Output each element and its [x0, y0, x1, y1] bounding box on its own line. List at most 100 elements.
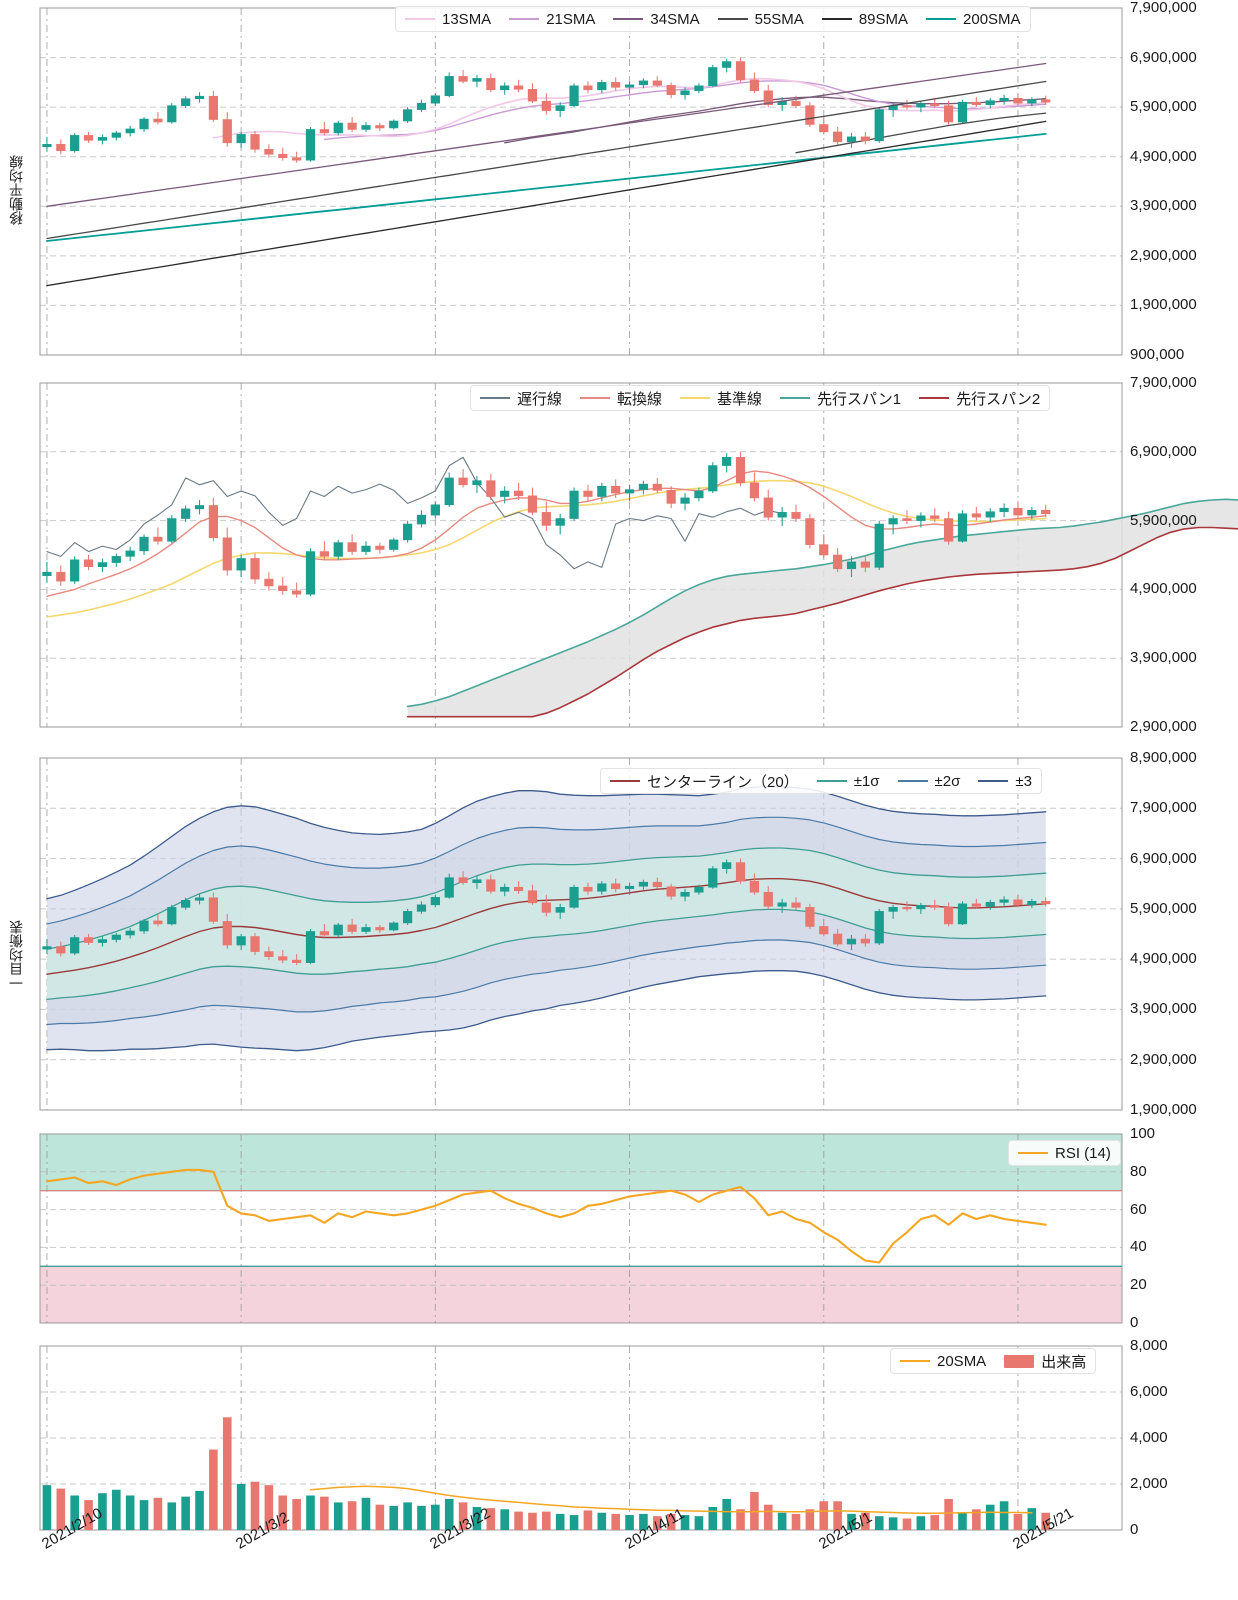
legend-item[interactable]: 34SMA: [613, 10, 700, 28]
legend-swatch-line-icon: [613, 18, 644, 20]
legend-item[interactable]: センターライン（20）: [610, 771, 799, 792]
y-tick-label: 7,900,000: [1130, 799, 1197, 817]
legend-swatch-line-icon: [926, 18, 957, 20]
legend-item[interactable]: ±1σ: [816, 772, 880, 790]
plot-rsi: [39, 1133, 1123, 1324]
y-tick-label: 8,000: [1130, 1337, 1168, 1354]
legend-item[interactable]: 遅行線: [480, 388, 562, 409]
y-tick-label: 2,900,000: [1130, 246, 1197, 264]
legend-swatch-line-icon: [821, 18, 852, 20]
legend-item-label: 先行スパン1: [817, 390, 902, 408]
legend-item-label: 基準線: [717, 390, 763, 408]
y-tick-label: 4,900,000: [1130, 950, 1197, 968]
y-tick-label: 0: [1130, 1521, 1139, 1538]
y-tick-label: 4,000: [1130, 1429, 1168, 1446]
y-tick-label: 6,900,000: [1130, 849, 1197, 867]
legend-item-label: 200SMA: [963, 10, 1021, 28]
legend-item-label: ±2σ: [934, 772, 961, 790]
panel-ichimoku: 一目均衡表: [0, 375, 1238, 990]
y-tick-label: 4,900,000: [1130, 580, 1197, 598]
y-tick-label: 6,000: [1130, 1383, 1168, 1400]
legend-swatch-line-icon: [680, 397, 711, 399]
y-tick-label: 2,900,000: [1130, 718, 1197, 735]
y-tick-label: 7,900,000: [1130, 374, 1197, 391]
y-tick-label: 5,900,000: [1130, 899, 1197, 917]
legend-item[interactable]: 転換線: [580, 388, 662, 409]
legend-item[interactable]: RSI (14): [1018, 1145, 1111, 1162]
legend-item[interactable]: 21SMA: [509, 11, 595, 28]
legend-item[interactable]: ±2σ: [897, 772, 961, 790]
legend-item[interactable]: 先行スパン1: [780, 388, 901, 409]
legend-item[interactable]: 基準線: [680, 388, 762, 409]
legend-item-label: RSI (14): [1055, 1144, 1111, 1162]
panel-rsi: RSI: [0, 1128, 1238, 1333]
legend-swatch-line-icon: [816, 780, 847, 782]
legend-item-label: ±1σ: [853, 772, 880, 790]
legend-item[interactable]: 200SMA: [926, 11, 1021, 28]
panel-axis-title-moving-average: 移動平均線: [8, 155, 24, 225]
legend-item[interactable]: 89SMA: [821, 10, 909, 28]
legend-item-label: 遅行線: [517, 390, 563, 408]
y-tick-label: 2,900,000: [1130, 1050, 1197, 1068]
legend-swatch-line-icon: [1018, 1152, 1048, 1154]
legend-item-label: 先行スパン2: [956, 390, 1041, 408]
y-tick-label: 6,900,000: [1130, 442, 1197, 460]
legend-item[interactable]: 出来高: [1004, 1351, 1086, 1372]
legend-item[interactable]: 55SMA: [717, 10, 804, 28]
legend-volume: 20SMA 出来高: [890, 1348, 1097, 1374]
legend-item[interactable]: ±3: [978, 773, 1032, 790]
legend-swatch-line-icon: [480, 397, 510, 399]
legend-item-label: ±3: [1015, 772, 1032, 790]
legend-item-label: 20SMA: [937, 1352, 987, 1370]
legend-swatch-line-icon: [978, 780, 1009, 782]
legend-rsi: RSI (14): [1008, 1140, 1121, 1166]
y-tick-label: 6,900,000: [1130, 48, 1197, 66]
legend-swatch-line-icon: [509, 18, 540, 20]
y-tick-label: 40: [1130, 1238, 1147, 1256]
legend-bollinger: センターライン（20） ±1σ ±2σ ±3: [600, 768, 1042, 794]
y-tick-label: 900,000: [1130, 346, 1185, 363]
legend-item[interactable]: 13SMA: [405, 11, 491, 28]
legend-item-label: 89SMA: [858, 10, 909, 28]
panel-volume: 出来高: [0, 1340, 1238, 1600]
y-tick-label: 80: [1130, 1162, 1147, 1180]
y-tick-label: 100: [1130, 1125, 1156, 1142]
legend-swatch-line-icon: [610, 780, 640, 782]
y-tick-label: 1,900,000: [1130, 296, 1197, 314]
y-tick-label: 3,900,000: [1130, 197, 1197, 215]
y-tick-label: 8,900,000: [1130, 749, 1197, 766]
y-tick-label: 5,900,000: [1130, 511, 1197, 529]
plot-volume: [39, 1345, 1123, 1531]
legend-swatch-line-icon: [919, 397, 950, 399]
legend-item-label: 34SMA: [650, 10, 700, 28]
legend-item[interactable]: 先行スパン2: [919, 388, 1040, 409]
panel-moving-average: 移動平均線: [0, 0, 1238, 370]
legend-item-label: 21SMA: [546, 10, 596, 28]
legend-item-label: 55SMA: [754, 10, 804, 28]
y-tick-label: 7,900,000: [1130, 0, 1197, 16]
legend-item-label: 13SMA: [442, 10, 492, 28]
legend-swatch-line-icon: [780, 397, 811, 399]
y-tick-label: 4,900,000: [1130, 147, 1197, 165]
legend-ichimoku: 遅行線 転換線 基準線 先行スパン1 先行スパン2: [470, 385, 1051, 411]
legend-swatch-line-icon: [897, 780, 928, 782]
legend-item[interactable]: 20SMA: [900, 1353, 986, 1370]
panel-bollinger: ボリンジャーバンド: [0, 750, 1238, 1125]
legend-swatch-line-icon: [405, 18, 435, 20]
legend-item-label: 出来高: [1041, 1353, 1087, 1371]
y-tick-label: 1,900,000: [1130, 1101, 1197, 1118]
legend-moving-average: 13SMA 21SMA 34SMA 55SMA 89SMA 200SMA: [395, 6, 1031, 32]
y-tick-label: 3,900,000: [1130, 649, 1197, 667]
y-tick-label: 2,000: [1130, 1475, 1168, 1492]
legend-swatch-line-icon: [580, 397, 611, 399]
plot-moving-average: [39, 7, 1123, 356]
y-tick-label: 20: [1130, 1276, 1147, 1294]
y-tick-label: 0: [1130, 1314, 1139, 1331]
legend-item-label: センターライン（20）: [647, 773, 799, 791]
y-tick-label: 5,900,000: [1130, 98, 1197, 116]
legend-item-label: 転換線: [617, 390, 663, 408]
plot-ichimoku: [39, 382, 1238, 728]
legend-swatch-box-icon: [1004, 1354, 1035, 1368]
legend-swatch-line-icon: [717, 18, 748, 20]
